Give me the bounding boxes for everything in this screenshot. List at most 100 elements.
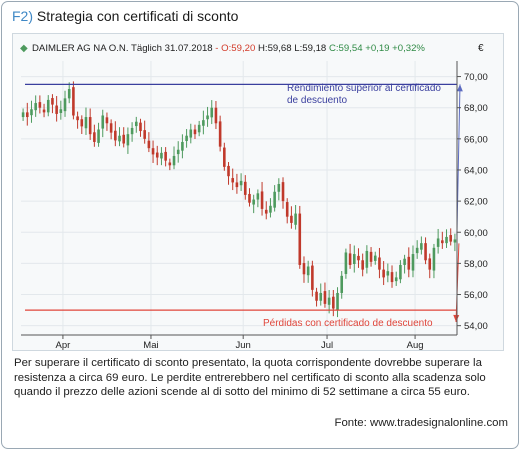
candle	[445, 229, 448, 248]
candle	[176, 141, 180, 163]
candle	[51, 94, 54, 114]
candle	[252, 194, 255, 214]
y-tick-label: 70,00	[464, 72, 488, 83]
annotation-lower: Pérdidas con certificado de descuento	[263, 318, 433, 329]
candle	[109, 119, 113, 140]
annotation-upper-line2: de descuento	[287, 95, 347, 106]
candle	[290, 206, 293, 229]
candle-body	[386, 271, 390, 276]
candle-body	[72, 87, 75, 116]
candle	[122, 127, 126, 148]
y-tick-label: 62,00	[464, 197, 488, 208]
candle	[239, 173, 243, 191]
candle	[93, 124, 96, 147]
candle-body	[399, 264, 402, 280]
candle-body	[189, 129, 193, 138]
candle-body	[332, 296, 335, 309]
candle-body	[114, 130, 117, 141]
candle	[281, 177, 285, 209]
candle	[172, 146, 176, 170]
candle	[118, 127, 121, 147]
candle-body	[109, 123, 113, 133]
x-tick-label: Apr	[56, 340, 71, 351]
candle	[227, 162, 230, 185]
candle	[126, 127, 130, 154]
candle	[327, 290, 331, 314]
candle-body	[143, 130, 146, 139]
candle	[160, 147, 163, 166]
candle	[453, 233, 457, 252]
candle-body	[420, 243, 423, 250]
candle	[302, 256, 306, 283]
candle	[248, 188, 251, 207]
candle	[256, 189, 260, 208]
candle-body	[51, 98, 54, 105]
y-tick-label: 60,00	[464, 228, 488, 239]
candle	[189, 123, 193, 144]
header-date: 31.07.2018	[165, 43, 213, 54]
candle-body	[453, 239, 457, 243]
candle-body	[176, 149, 180, 155]
candle-body	[424, 243, 427, 261]
candle-body	[302, 263, 306, 275]
candle-body	[273, 191, 276, 208]
candle	[214, 101, 218, 130]
candle-body	[411, 254, 415, 271]
candle	[168, 158, 172, 171]
candle-body	[30, 109, 33, 116]
candle-body	[231, 178, 235, 183]
candle	[390, 265, 394, 288]
chart-gridlines	[21, 61, 457, 335]
candle-body	[218, 121, 222, 147]
candle	[264, 201, 268, 220]
candle	[415, 240, 419, 259]
candle-body	[155, 152, 159, 158]
candle	[323, 282, 327, 308]
header-series-marker: ◆	[20, 43, 28, 54]
candle	[151, 140, 155, 163]
candle	[105, 112, 109, 131]
candle-body	[164, 151, 167, 161]
candle	[76, 111, 79, 129]
x-axis: Apr Mai Jun Jul Aug	[21, 334, 457, 351]
candle-body	[172, 155, 176, 166]
candle-body	[352, 254, 356, 265]
candle-body	[407, 256, 411, 270]
candle-body	[243, 181, 247, 195]
candle-body	[63, 98, 67, 112]
candle-body	[340, 275, 344, 293]
candle-body	[147, 140, 151, 149]
candle-body	[256, 193, 260, 200]
candlestick-chart: ◆ DAIMLER AG NA O.N. Täglich 31.07.2018 …	[20, 43, 488, 351]
candle-body	[294, 213, 297, 225]
candle	[382, 261, 385, 286]
candle	[277, 178, 281, 201]
candle	[332, 290, 335, 317]
candle-body	[269, 205, 272, 213]
candle	[311, 260, 314, 297]
candle	[21, 108, 25, 121]
candle-body	[365, 250, 369, 268]
candle-body	[84, 117, 88, 129]
candle-body	[390, 272, 394, 283]
candle-body	[432, 247, 436, 271]
candle-body	[285, 202, 289, 217]
candle-body	[298, 213, 302, 265]
currency-label: €	[478, 43, 484, 54]
candle	[306, 260, 310, 283]
y-tick-label: 64,00	[464, 165, 488, 176]
y-tick-label: 68,00	[464, 103, 488, 114]
projection-arrow-down-head	[453, 314, 460, 322]
figure-caption: Per superare il certificato di sconto pr…	[14, 357, 486, 399]
candle	[72, 81, 75, 120]
candle	[42, 103, 46, 118]
candle-body	[139, 122, 142, 132]
candle-body	[126, 134, 130, 146]
candle	[340, 271, 344, 299]
candle	[139, 118, 142, 137]
candle	[223, 142, 226, 171]
candle	[193, 124, 197, 139]
y-tick-label: 56,00	[464, 290, 488, 301]
candle-body	[281, 182, 285, 202]
candle	[319, 283, 323, 306]
